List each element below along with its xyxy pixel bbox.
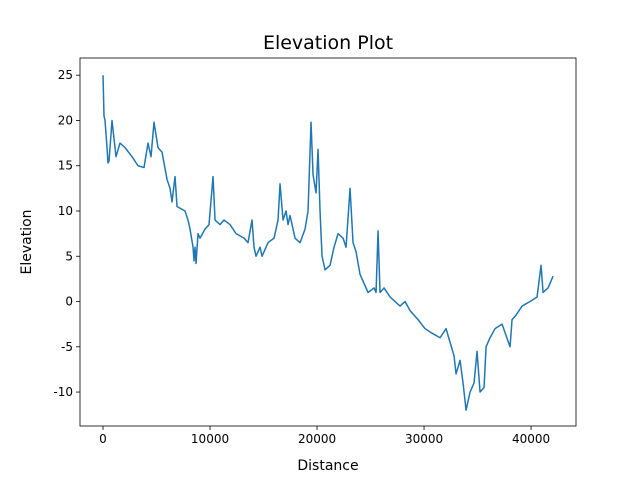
y-tick-label: 5 [65, 249, 73, 263]
y-tick-label: 20 [58, 113, 73, 127]
y-tick-label: 25 [58, 68, 73, 82]
line-series [102, 75, 554, 411]
x-tick-label: 20000 [298, 432, 336, 446]
y-tick-label: 0 [65, 295, 73, 309]
y-tick-label: -10 [53, 385, 73, 399]
y-tick-label: 10 [58, 204, 73, 218]
x-axis-label: Distance [297, 458, 358, 474]
x-tick-label: 40000 [512, 432, 550, 446]
plot-frame [79, 57, 577, 427]
y-axis-label: Elevation [19, 209, 35, 274]
y-tick-label: -5 [61, 340, 73, 354]
x-tick-label: 30000 [405, 432, 443, 446]
y-tick-label: 15 [58, 159, 73, 173]
x-tick-label: 0 [99, 432, 107, 446]
x-tick-label: 10000 [191, 432, 229, 446]
chart-title: Elevation Plot [263, 32, 393, 54]
